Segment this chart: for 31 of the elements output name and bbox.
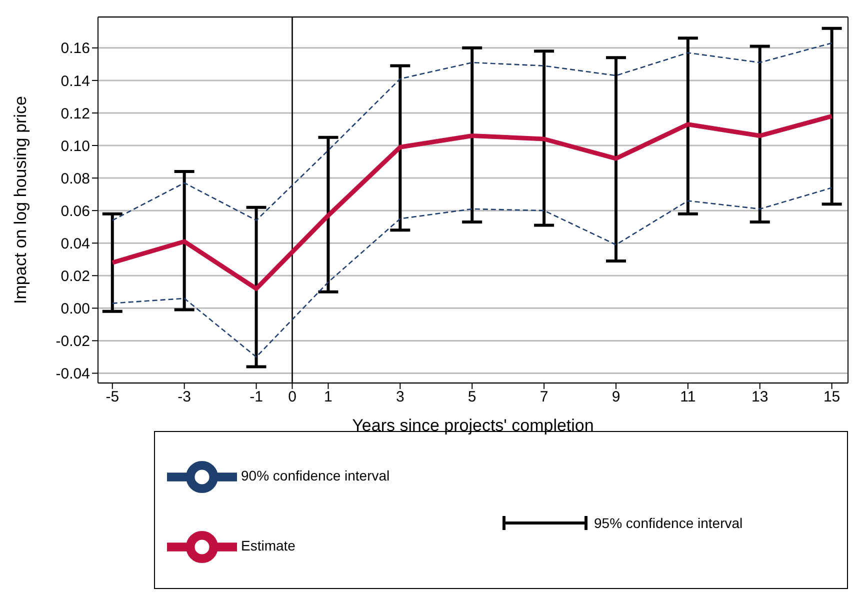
text: 95% confidence interval xyxy=(594,515,743,531)
y-tick-label: 0.04 xyxy=(60,235,90,252)
y-tick-label: -0.02 xyxy=(56,333,90,350)
line-series xyxy=(112,42,832,221)
y-tick-label: 0.02 xyxy=(60,268,90,285)
legend-label: Estimate xyxy=(241,538,296,554)
y-axis-title: Impact on log housing price xyxy=(11,96,30,304)
y-tick-label: 0.06 xyxy=(60,202,90,220)
x-tick-label: 1 xyxy=(324,388,332,406)
legend-label: 90% confidence interval xyxy=(241,468,390,484)
line-series xyxy=(112,187,832,358)
x-tick-label: 0 xyxy=(288,388,296,406)
x-tick-label: 5 xyxy=(468,388,476,406)
y-tick-label: 0.08 xyxy=(60,170,90,188)
y-tick-label: 0.16 xyxy=(60,40,90,58)
x-tick-label: -3 xyxy=(178,388,192,406)
x-axis-title: Years since projects' completion xyxy=(352,416,594,435)
x-tick-label: 11 xyxy=(680,388,696,406)
y-tick-label: 0.12 xyxy=(60,105,90,122)
x-tick-label: 3 xyxy=(396,388,404,406)
x-tick-label: 7 xyxy=(540,388,548,406)
x-tick-label: -1 xyxy=(250,388,263,406)
x-tick-label: 15 xyxy=(823,388,840,406)
x-tick-label: -5 xyxy=(106,388,120,406)
x-tick-label: 9 xyxy=(612,388,620,406)
y-tick-label: -0.04 xyxy=(56,366,90,383)
y-tick-label: 0.10 xyxy=(60,138,90,155)
line-series xyxy=(110,114,834,291)
y-tick-label: 0.14 xyxy=(60,72,90,90)
x-tick-label: 13 xyxy=(752,388,768,406)
y-tick-label: 0.00 xyxy=(60,300,90,318)
